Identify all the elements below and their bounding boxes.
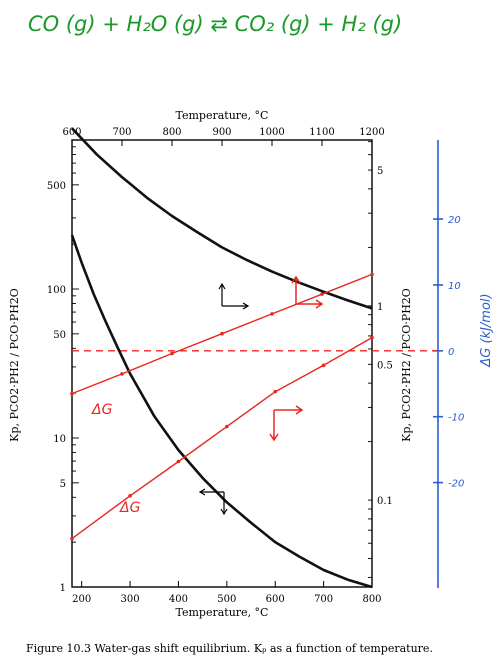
data-series — [70, 127, 438, 589]
series-2-point-6 — [370, 335, 374, 340]
series-2-point-1 — [128, 493, 132, 498]
dg-annotation-top-series: ΔG — [91, 402, 113, 418]
series-3-point-3 — [220, 331, 224, 336]
right-tick-label-3: 5 — [377, 166, 383, 177]
bottom-axis-ticks: 200 300 400 500 600 700 800 — [72, 581, 382, 605]
series-2-point-5 — [321, 363, 326, 368]
figure-caption: Figure 10.3 Water-gas shift equilibrium.… — [26, 642, 433, 655]
dg-tick-label-4: -20 — [448, 479, 464, 490]
series-2-point-4 — [273, 389, 278, 394]
right-tick-label-1: 0.5 — [377, 360, 393, 371]
right-axis-label: Kp, PCO2·PH2 / PCO·PH2O — [400, 288, 413, 442]
series-line-2 — [71, 336, 373, 540]
arrow-black-curve-top — [218, 282, 250, 310]
left-axis-ticks: 1 5 10 50 100 500 — [47, 146, 79, 594]
series-2-point-2 — [176, 459, 181, 464]
bottom-tick-label-2: 400 — [169, 594, 188, 605]
top-tick-label-1: 700 — [112, 127, 131, 138]
right-tick-label-2: 1 — [377, 302, 383, 313]
right-tick-label-0: 0.1 — [377, 496, 393, 507]
dg-tick-label-3: -10 — [448, 413, 464, 424]
series-3-point-0 — [70, 391, 74, 396]
top-axis-label: Temperature, °C — [176, 109, 269, 122]
dg-tick-label-2: 0 — [448, 347, 454, 358]
series-line-0 — [70, 234, 373, 589]
top-tick-label-4: 1000 — [259, 127, 284, 138]
series-line-1 — [71, 127, 373, 310]
series-2-point-3 — [225, 424, 229, 429]
series-3-point-1 — [120, 372, 124, 376]
bottom-tick-label-0: 200 — [72, 594, 91, 605]
bottom-tick-label-5: 700 — [314, 594, 333, 605]
left-tick-label-1: 5 — [60, 479, 66, 490]
dg-axis-label: ΔG (kJ/mol) — [479, 293, 494, 367]
top-tick-label-6: 1200 — [359, 127, 384, 138]
dg-annotation-bottom-series: ΔG — [119, 500, 141, 516]
arrow-red-lower — [269, 405, 304, 442]
series-3-point-6 — [370, 272, 374, 277]
top-axis-ticks: 600 700 800 900 1000 1100 1200 — [62, 127, 385, 146]
left-tick-label-0: 1 — [60, 583, 66, 594]
left-tick-label-3: 50 — [53, 330, 66, 341]
bottom-tick-label-3: 500 — [217, 594, 236, 605]
top-tick-label-3: 900 — [212, 127, 231, 138]
top-tick-label-0: 600 — [62, 127, 81, 138]
bottom-tick-label-6: 800 — [362, 594, 381, 605]
dg-axis: 20 10 0 -10 -20 — [433, 140, 464, 588]
bottom-axis-label: Temperature, °C — [176, 606, 269, 619]
reaction-equation: CO (g) + H₂O (g) ⇄ CO₂ (g) + H₂ (g) — [28, 12, 402, 36]
left-axis-label: Kp, PCO2·PH2 / PCO·PH2O — [8, 288, 21, 442]
left-tick-label-4: 100 — [47, 285, 66, 296]
arrow-black-curve-bottom — [198, 488, 228, 516]
dg-tick-label-0: 20 — [448, 215, 461, 226]
bottom-tick-label-1: 300 — [121, 594, 140, 605]
dg-tick-label-1: 10 — [448, 281, 461, 292]
left-tick-label-5: 500 — [47, 181, 66, 192]
bottom-tick-label-4: 600 — [266, 594, 285, 605]
series-2-point-0 — [70, 536, 74, 541]
right-axis-ticks: 0.1 0.5 1 5 — [368, 141, 393, 578]
top-tick-label-2: 800 — [162, 127, 181, 138]
series-3-point-4 — [270, 312, 274, 316]
series-3-point-2 — [170, 351, 174, 356]
arrow-red-upper — [291, 275, 324, 309]
top-tick-label-5: 1100 — [309, 127, 334, 138]
left-tick-label-2: 10 — [53, 434, 66, 445]
series-3-point-5 — [320, 292, 324, 296]
